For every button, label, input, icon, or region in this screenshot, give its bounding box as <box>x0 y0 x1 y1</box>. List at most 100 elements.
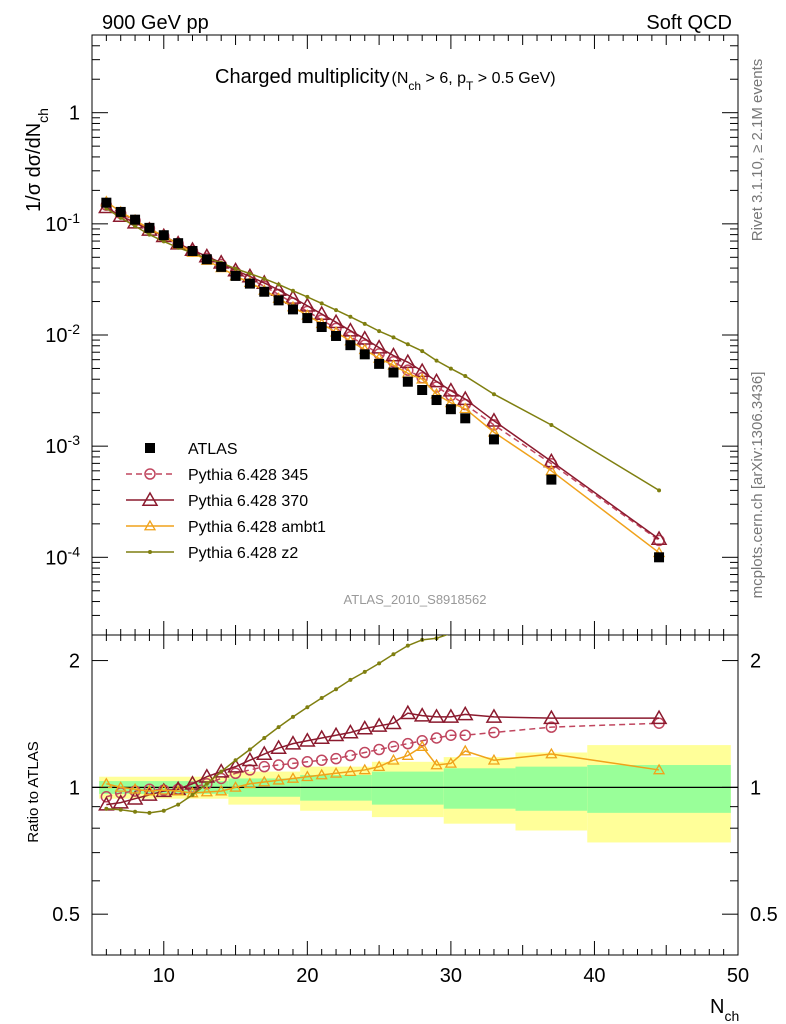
point-ratio-1-9 <box>227 758 244 773</box>
point-atlas-27 <box>546 474 557 485</box>
point-ratio-1-24 <box>442 708 460 723</box>
legend-label-3: Pythia 6.428 z2 <box>188 545 298 562</box>
point-top-3-18 <box>362 321 367 326</box>
point-ratio-2-10 <box>243 777 257 789</box>
point-atlas-20 <box>388 367 399 378</box>
point-ratio-3-8 <box>219 769 224 774</box>
point-top-3-3 <box>147 232 152 237</box>
y-tick-label-top-3: 10-3 <box>45 432 80 458</box>
point-atlas-4 <box>158 230 169 241</box>
point-top-3-21 <box>405 342 410 347</box>
point-atlas-5 <box>173 238 184 249</box>
point-ratio-3-14 <box>305 705 310 710</box>
point-ratio-2-24 <box>444 757 458 768</box>
point-ratio-0-21 <box>402 737 414 750</box>
point-ratio-2-2 <box>128 782 142 794</box>
point-atlas-14 <box>302 313 313 324</box>
x-tick-label-3: 40 <box>583 965 605 987</box>
point-ratio-1-17 <box>342 723 359 739</box>
point-ratio-2-18 <box>358 763 371 775</box>
point-ratio-2-20 <box>387 753 400 765</box>
y-tick-label-bottom-right-0: 0.5 <box>750 904 778 926</box>
point-top-3-28 <box>657 488 662 493</box>
legend-label-2: Pythia 6.428 ambt1 <box>188 519 326 536</box>
point-ratio-3-9 <box>233 758 238 763</box>
point-ratio-3-27 <box>549 578 553 582</box>
y-tick-label-top-4: 10-4 <box>45 543 80 569</box>
ratio-panel <box>91 634 739 956</box>
side-label-mcplots: mcplots.cern.ch [arXiv:1306.3436] <box>749 372 766 599</box>
point-atlas-22 <box>417 385 428 396</box>
point-ratio-3-7 <box>204 781 209 786</box>
point-ratio-3-12 <box>276 725 281 730</box>
y-tick-label-bottom-right-2: 2 <box>750 651 761 673</box>
point-ratio-2-23 <box>430 758 443 770</box>
point-ratio-0-17 <box>344 749 357 762</box>
point-ratio-3-1 <box>118 807 123 812</box>
point-ratio-0-27 <box>545 721 558 733</box>
point-top-3-2 <box>133 224 138 229</box>
point-top-3-4 <box>161 239 166 244</box>
point-ratio-3-25 <box>463 625 467 629</box>
point-top-2-27 <box>545 464 558 476</box>
band-green-6 <box>587 765 731 813</box>
point-ratio-0-9 <box>229 767 242 780</box>
point-ratio-2-5 <box>172 784 185 796</box>
series-ratio-layer <box>98 578 668 815</box>
point-ratio-0-12 <box>272 759 285 771</box>
point-top-1-24 <box>442 382 460 397</box>
legend-marker-atlas <box>145 443 155 453</box>
point-top-3-17 <box>348 314 353 319</box>
point-ratio-1-20 <box>385 714 402 730</box>
x-tick-label-0: 10 <box>153 965 175 987</box>
point-top-3-16 <box>334 308 339 313</box>
point-atlas-17 <box>345 340 356 351</box>
point-top-3-22 <box>420 349 425 354</box>
point-ratio-2-22 <box>416 740 429 751</box>
point-ratio-2-14 <box>301 770 314 782</box>
point-ratio-3-2 <box>133 809 138 814</box>
point-ratio-3-13 <box>290 714 295 719</box>
legend-label-atlas: ATLAS <box>188 441 238 458</box>
series-top-layer <box>98 195 668 563</box>
point-ratio-1-10 <box>241 751 259 767</box>
point-ratio-1-16 <box>327 726 345 742</box>
point-ratio-2-1 <box>114 781 127 792</box>
point-atlas-10 <box>244 278 255 289</box>
point-ratio-0-13 <box>287 757 299 770</box>
band-green-5 <box>515 766 588 811</box>
point-top-3-20 <box>391 335 396 340</box>
chart-title: Charged multiplicity (Nch > 6, pT > 0.5 G… <box>215 66 556 93</box>
y-tick-label-top-1: 10-1 <box>45 210 80 236</box>
y-axis-label-top: 1/σ dσ/dNch <box>23 108 51 212</box>
point-ratio-2-26 <box>487 753 501 765</box>
point-atlas-13 <box>287 304 298 315</box>
point-ratio-0-7 <box>201 778 213 790</box>
point-ratio-1-3 <box>141 786 158 801</box>
point-ratio-0-26 <box>488 726 500 739</box>
point-ratio-1-21 <box>399 704 417 720</box>
axis-ticks: 10 20 30 40 50 1 10-1 10-2 10-3 10-4 0.5 0.5 1 1 2 2 <box>45 34 778 987</box>
point-atlas-28 <box>654 552 665 563</box>
point-atlas-11 <box>259 286 270 297</box>
point-ratio-0-25 <box>459 729 471 741</box>
point-top-3-14 <box>305 294 310 299</box>
point-ratio-1-28 <box>650 709 668 725</box>
point-atlas-12 <box>273 295 284 306</box>
point-top-1-12 <box>270 281 287 296</box>
point-top-3-26 <box>491 392 496 397</box>
legend-label-1: Pythia 6.428 370 <box>188 493 308 510</box>
x-tick-label-1: 20 <box>296 965 318 987</box>
header-right: Soft QCD <box>646 12 732 34</box>
point-ratio-2-19 <box>372 760 386 772</box>
point-ratio-2-15 <box>315 768 328 780</box>
point-ratio-2-8 <box>215 784 228 796</box>
point-top-3-12 <box>276 282 281 287</box>
point-atlas-19 <box>374 358 385 369</box>
side-label-rivet: Rivet 3.1.10, ≥ 2.1M events <box>749 59 766 242</box>
point-ratio-2-4 <box>157 783 170 795</box>
y-tick-label-top-2: 10-2 <box>45 321 80 347</box>
point-ratio-1-2 <box>126 790 144 805</box>
point-atlas-24 <box>445 404 456 415</box>
